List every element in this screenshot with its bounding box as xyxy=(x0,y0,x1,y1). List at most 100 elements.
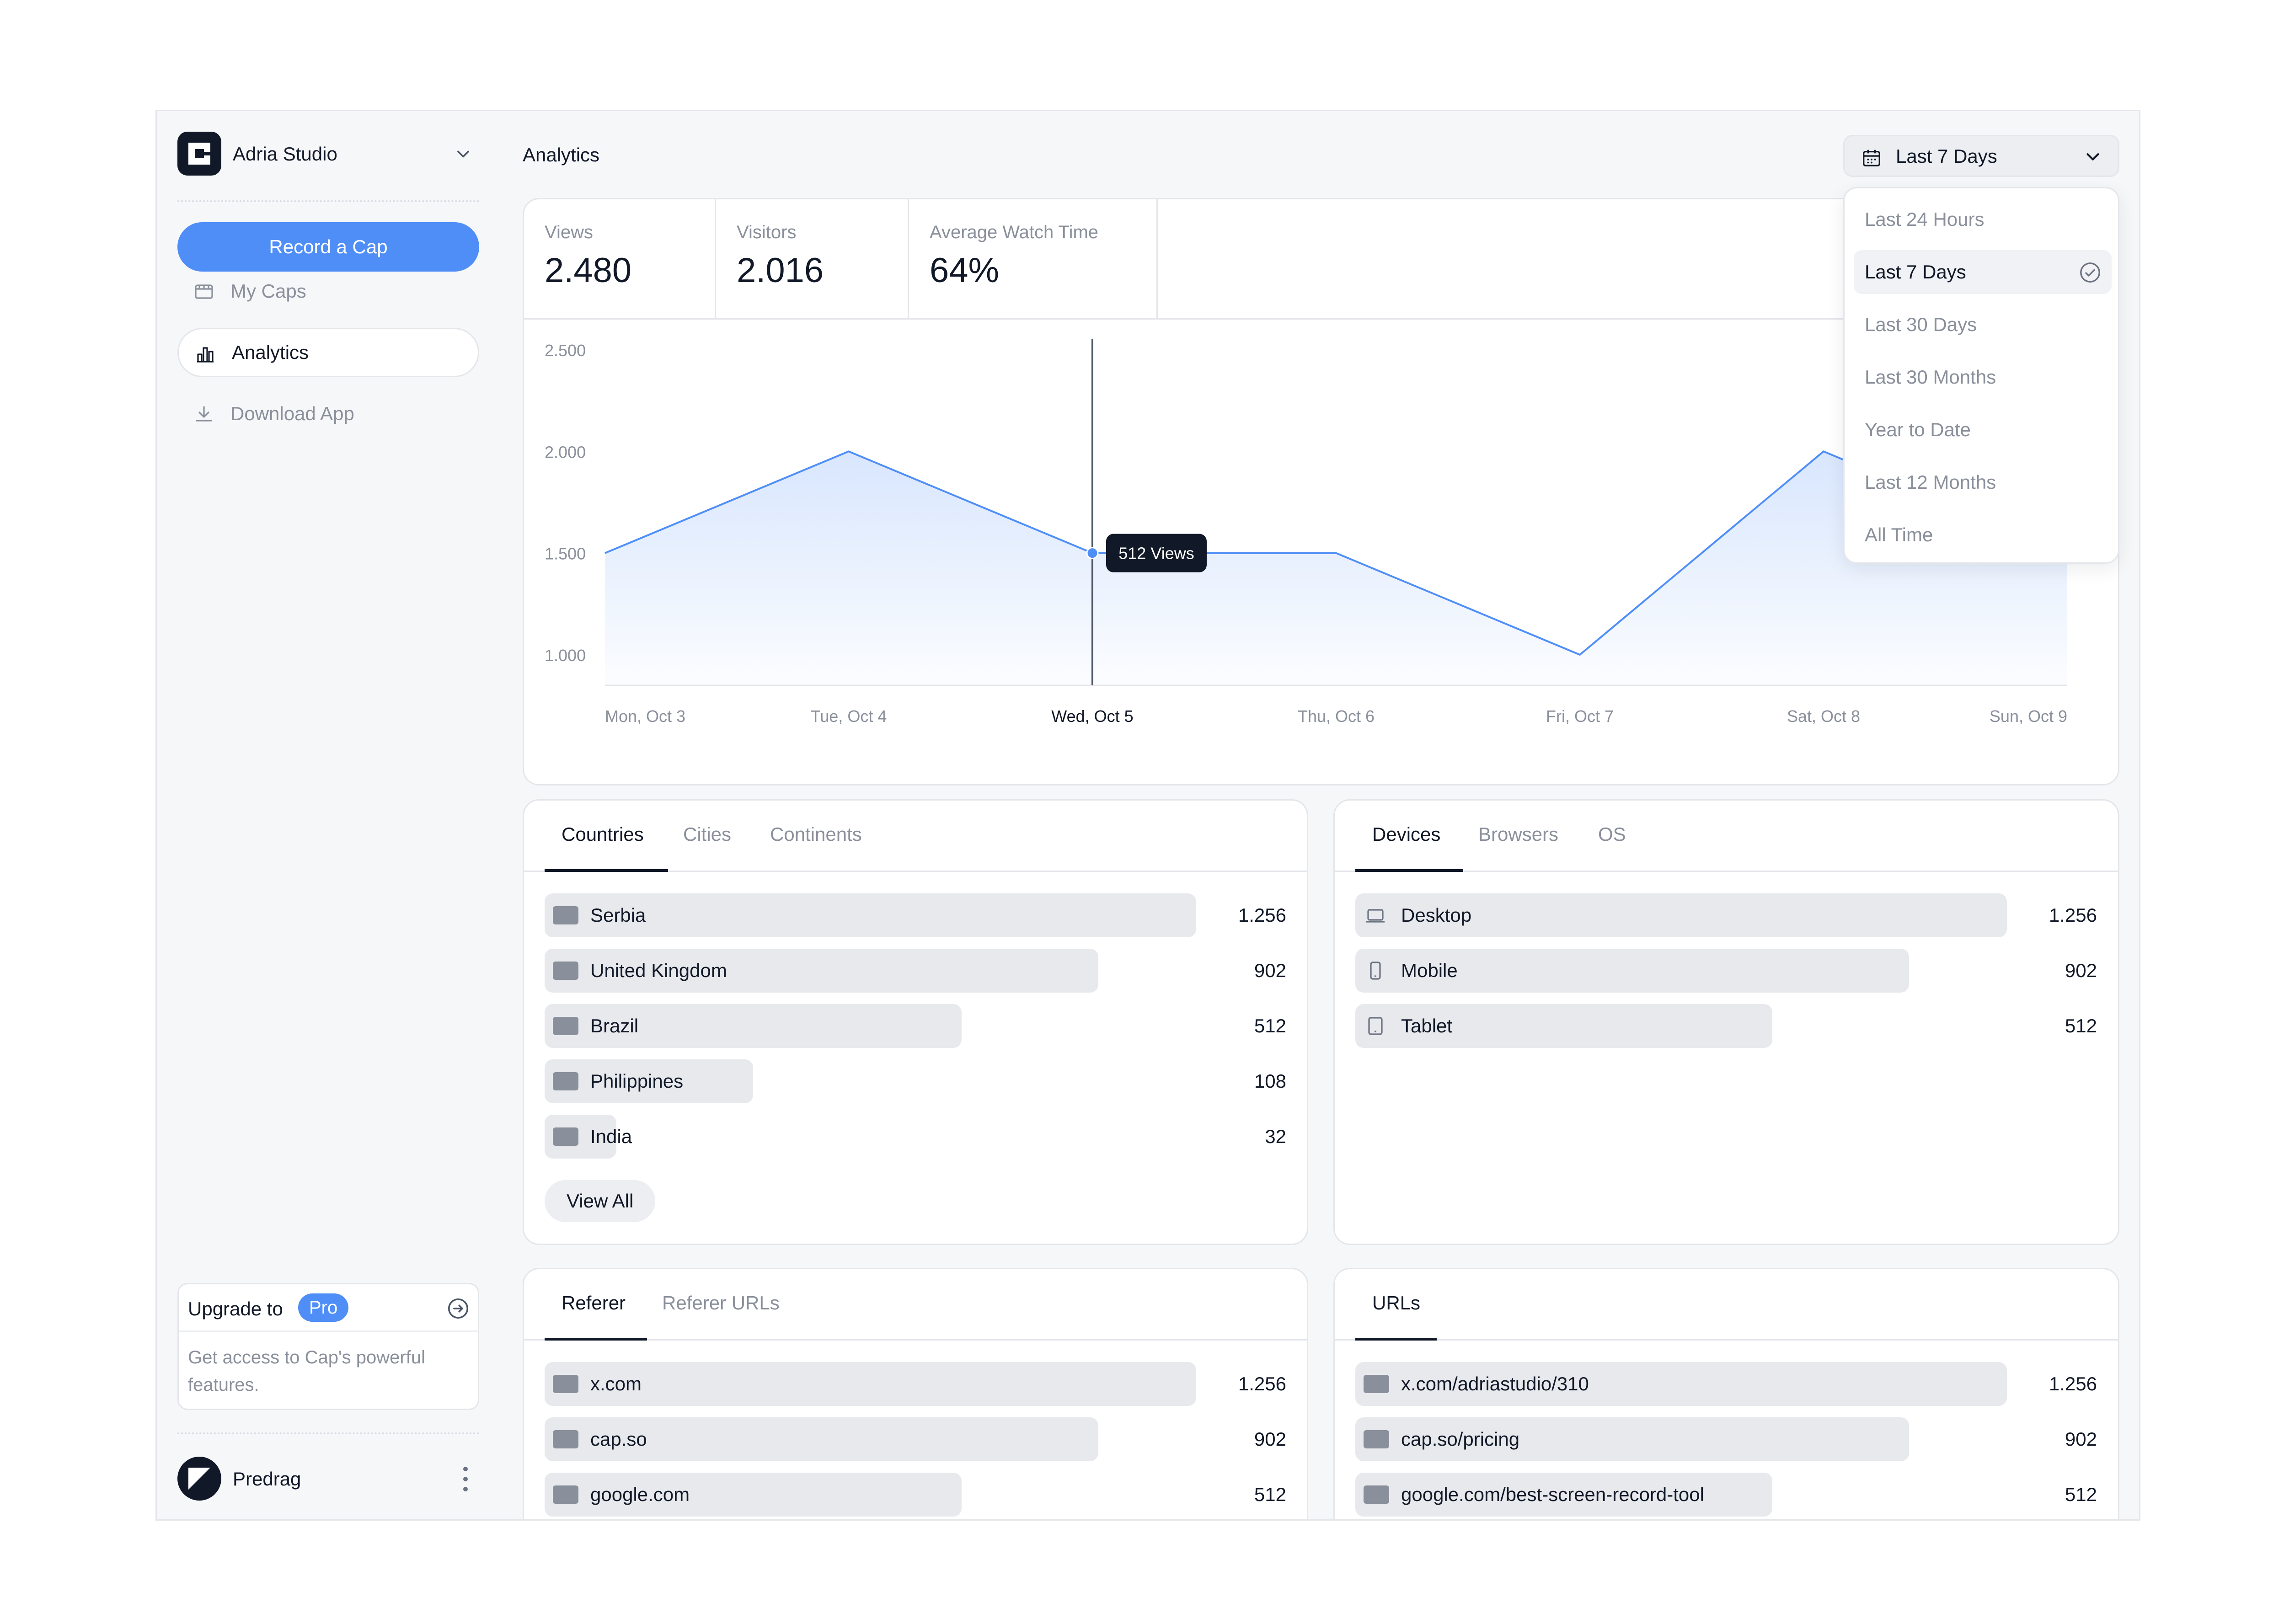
list-item[interactable]: Desktop 1.256 xyxy=(1355,893,2097,937)
flag-icon xyxy=(553,1375,578,1393)
dropdown-option-label: All Time xyxy=(1865,524,1933,545)
check-circle-icon xyxy=(2080,262,2100,283)
devices-card: Devices Browsers OS Desktop 1.256 Mobile 90… xyxy=(1333,799,2119,1245)
date-range-select[interactable]: Last 7 Days xyxy=(1843,135,2119,177)
film-icon xyxy=(195,284,213,299)
tab-os[interactable]: OS xyxy=(1598,823,1626,845)
flag-icon xyxy=(1364,1430,1389,1448)
dropdown-option-label: Last 30 Days xyxy=(1865,314,1977,335)
list-item[interactable]: India 32 xyxy=(545,1115,1286,1159)
stat-average-watch-time[interactable]: Average Watch Time 64% xyxy=(909,199,1158,318)
tab-referer[interactable]: Referer xyxy=(562,1292,626,1314)
active-tab-indicator xyxy=(1355,1338,1437,1341)
list-item-value: 32 xyxy=(1265,1126,1286,1147)
views-area-chart[interactable]: 2.500 2.000 1.500 1.000 Mon, Oct 3 Tue, Oct 4… xyxy=(524,320,2118,784)
list-item-label: google.com/best-screen-record-tool xyxy=(1401,1484,1704,1505)
list-item-label: Desktop xyxy=(1401,904,1472,926)
stat-views[interactable]: Views 2.480 xyxy=(524,199,716,318)
more-vertical-icon[interactable] xyxy=(461,1464,470,1494)
record-cap-button[interactable]: Record a Cap xyxy=(177,222,479,272)
avatar[interactable] xyxy=(177,1457,221,1501)
dropdown-option[interactable]: Last 24 Hours xyxy=(1854,198,2112,241)
dropdown-option-label: Last 7 Days xyxy=(1865,261,1966,283)
x-tick-label: Tue, Oct 4 xyxy=(811,707,887,726)
list-item[interactable]: Philippines 108 xyxy=(545,1059,1286,1103)
share-bar xyxy=(545,1059,753,1103)
flag-icon xyxy=(553,1072,578,1090)
tab-continents[interactable]: Continents xyxy=(770,823,862,845)
dropdown-option[interactable]: Last 12 Months xyxy=(1854,460,2112,504)
x-tick-label: Mon, Oct 3 xyxy=(605,707,685,726)
calendar-icon xyxy=(1863,150,1880,166)
list-item-value: 512 xyxy=(1254,1484,1286,1505)
countries-card: Countries Cities Continents Serbia 1.256 U… xyxy=(523,799,1308,1245)
tab-urls[interactable]: URLs xyxy=(1372,1292,1421,1314)
list-item[interactable]: United Kingdom 902 xyxy=(545,949,1286,993)
dropdown-option[interactable]: Last 30 Months xyxy=(1854,355,2112,399)
tab-bar: Countries Cities Continents xyxy=(524,801,1307,872)
share-bar xyxy=(1355,1362,2007,1406)
sidebar-item-download-app[interactable]: Download App xyxy=(177,389,479,438)
list-item[interactable]: google.com 512 xyxy=(545,1473,1286,1517)
tablet-icon xyxy=(1368,1017,1383,1035)
urls-card: URLs x.com/adriastudio/310 1.256 cap.so/pr… xyxy=(1333,1268,2119,1519)
list-item[interactable]: google.com/best-screen-record-tool 512 xyxy=(1355,1473,2097,1517)
list-item[interactable]: cap.so/pricing 902 xyxy=(1355,1417,2097,1461)
tooltip-label: 512 Views xyxy=(1118,544,1194,563)
chevron-down-icon[interactable] xyxy=(453,144,473,164)
dropdown-option[interactable]: Last 30 Days xyxy=(1854,303,2112,347)
arrow-right-circle-icon[interactable] xyxy=(446,1296,471,1321)
upgrade-card[interactable]: Upgrade to Pro Get access to Cap's power… xyxy=(177,1283,479,1410)
workspace-logo[interactable] xyxy=(177,132,221,176)
y-tick-label: 1.500 xyxy=(545,545,586,563)
list-item-value: 902 xyxy=(1254,1428,1286,1450)
tab-referer-urls[interactable]: Referer URLs xyxy=(662,1292,780,1314)
share-bar xyxy=(545,1004,962,1048)
tab-bar: Devices Browsers OS xyxy=(1335,801,2118,872)
y-tick-label: 1.000 xyxy=(545,646,586,665)
dropdown-option[interactable]: All Time xyxy=(1854,513,2112,557)
list-item[interactable]: Tablet 512 xyxy=(1355,1004,2097,1048)
list-item[interactable]: x.com 1.256 xyxy=(545,1362,1286,1406)
list-item-label: cap.so xyxy=(590,1428,647,1450)
tab-cities[interactable]: Cities xyxy=(683,823,732,845)
list-item-value: 1.256 xyxy=(1238,1373,1286,1394)
page-title: Analytics xyxy=(523,144,600,166)
phone-icon xyxy=(1370,962,1381,980)
flag-icon xyxy=(553,1485,578,1504)
view-all-button[interactable]: View All xyxy=(545,1180,656,1222)
list-item[interactable]: Mobile 902 xyxy=(1355,949,2097,993)
stat-value: 2.480 xyxy=(545,251,632,290)
dropdown-option-label: Year to Date xyxy=(1865,419,1971,440)
share-bar xyxy=(545,1417,1098,1461)
list-item-value: 902 xyxy=(1254,960,1286,981)
x-tick-label: Wed, Oct 5 xyxy=(1051,707,1133,726)
sidebar-item-analytics[interactable]: Analytics xyxy=(177,328,479,377)
upgrade-title: Upgrade to xyxy=(188,1298,283,1320)
area-fill xyxy=(605,451,2067,685)
list-item[interactable]: Serbia 1.256 xyxy=(545,893,1286,937)
stat-label: Views xyxy=(545,222,593,242)
share-bar xyxy=(545,1362,1196,1406)
upgrade-description: Get access to Cap's powerful features. xyxy=(188,1347,425,1395)
stat-visitors[interactable]: Visitors 2.016 xyxy=(716,199,909,318)
laptop-icon xyxy=(1366,909,1385,923)
list-item[interactable]: cap.so 902 xyxy=(545,1417,1286,1461)
list-item-label: x.com xyxy=(590,1373,642,1394)
chevron-down-icon xyxy=(2086,153,2099,160)
dropdown-option[interactable]: Year to Date xyxy=(1854,408,2112,452)
flag-icon xyxy=(1364,1485,1389,1504)
x-tick-label: Thu, Oct 6 xyxy=(1298,707,1375,726)
flag-icon xyxy=(1364,1375,1389,1393)
list-item[interactable]: Brazil 512 xyxy=(545,1004,1286,1048)
tab-browsers[interactable]: Browsers xyxy=(1478,823,1559,845)
x-tick-label: Sat, Oct 8 xyxy=(1787,707,1860,726)
workspace-name[interactable]: Adria Studio xyxy=(233,143,337,165)
stat-value: 2.016 xyxy=(737,251,824,290)
tab-devices[interactable]: Devices xyxy=(1372,823,1441,845)
sidebar-item-my-caps[interactable]: My Caps xyxy=(177,267,479,316)
list-item-label: Philippines xyxy=(590,1070,684,1092)
list-item[interactable]: x.com/adriastudio/310 1.256 xyxy=(1355,1362,2097,1406)
dropdown-option[interactable]: Last 7 Days xyxy=(1854,250,2112,294)
tab-countries[interactable]: Countries xyxy=(562,823,644,845)
